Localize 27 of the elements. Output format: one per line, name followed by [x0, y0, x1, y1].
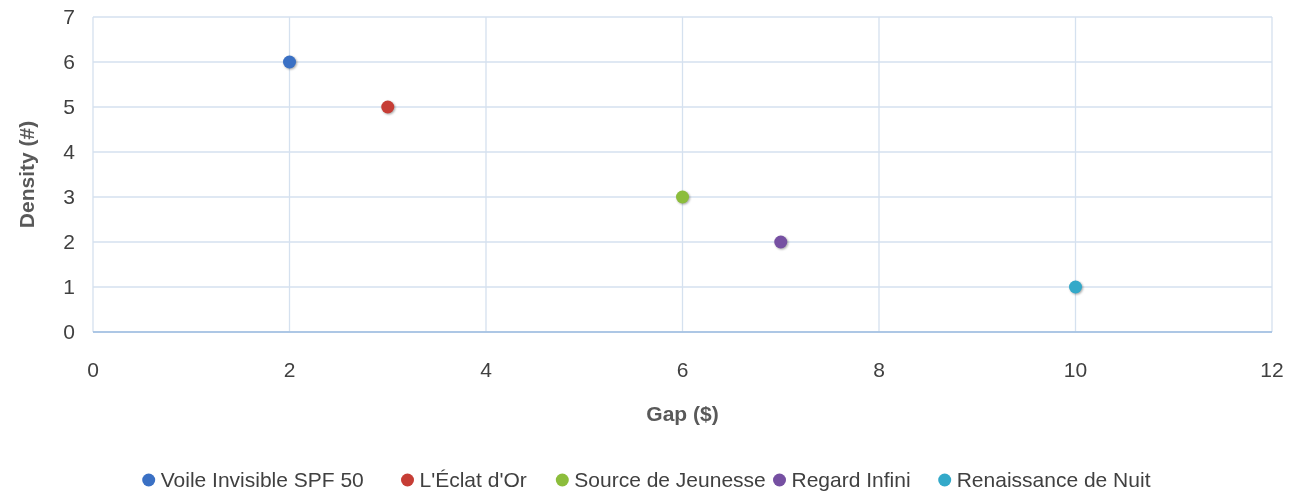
x-tick-label: 10 [1063, 358, 1088, 381]
legend-label: Source de Jeunesse [574, 468, 766, 491]
x-tick-label: 12 [1260, 358, 1284, 381]
point [381, 100, 395, 114]
y-tick-label: 2 [63, 230, 75, 254]
legend-label: Regard Infini [791, 468, 911, 491]
x-axis-title: Gap ($) [646, 402, 719, 425]
legend-label: L'Éclat d'Or [419, 468, 527, 491]
point [774, 235, 788, 249]
y-axis-title: Density (#) [15, 120, 38, 229]
x-tick-label: 2 [283, 358, 296, 381]
point [283, 55, 296, 69]
x-tick-label: 8 [873, 358, 885, 381]
x-tick-label: 6 [676, 358, 689, 381]
y-tick-label: 6 [63, 50, 75, 74]
y-tick-label: 4 [63, 140, 76, 164]
y-tick-label: 0 [63, 320, 75, 344]
y-tick-label: 3 [63, 185, 75, 209]
y-tick-label: 5 [63, 95, 75, 119]
y-tick-label: 1 [63, 275, 75, 299]
x-tick-label: 4 [480, 358, 493, 381]
legend-label: Voile Invisible SPF 50 [160, 468, 364, 491]
x-tick-label: 0 [87, 358, 99, 381]
y-tick-label: 7 [63, 5, 75, 29]
point [676, 190, 689, 204]
legend-label: Renaissance de Nuit [956, 468, 1151, 491]
point [1069, 280, 1082, 294]
